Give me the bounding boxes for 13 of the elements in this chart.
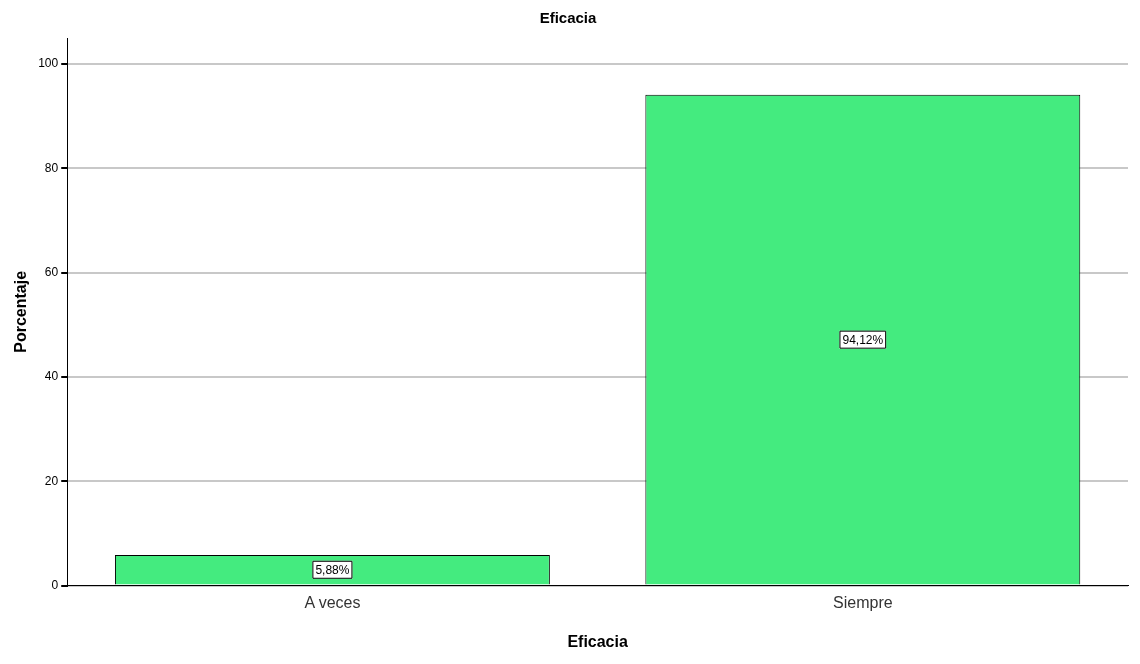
y-tick-label: 0 (51, 577, 59, 592)
x-tick-label: A veces (304, 593, 361, 611)
y-tick-label: 100 (38, 56, 59, 71)
data-label: 5,88% (315, 563, 350, 578)
x-axis-title: Eficacia (567, 632, 628, 650)
x-tick-label: Siempre (833, 593, 893, 611)
y-tick-label: 80 (44, 160, 59, 175)
y-tick-label: 40 (44, 369, 59, 384)
y-tick-label: 60 (44, 265, 59, 279)
y-tick-label: 20 (44, 473, 59, 488)
y-axis-title: Porcentaje (12, 270, 30, 353)
data-label: 94,12% (842, 332, 884, 347)
chart-title: Eficacia (539, 9, 597, 27)
